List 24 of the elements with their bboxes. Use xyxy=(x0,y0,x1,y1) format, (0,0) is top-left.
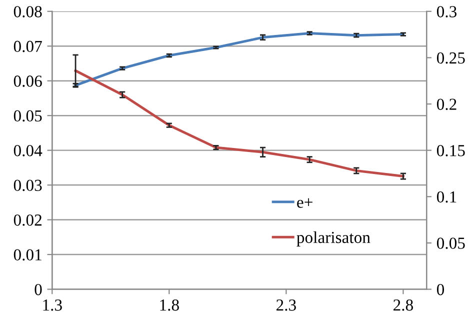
legend-label: e+ xyxy=(297,198,312,208)
line-series xyxy=(74,32,404,87)
y-tick-label: 0.07 xyxy=(14,40,42,52)
legend-label: polarisaton xyxy=(296,231,370,246)
y2-tick-label: 0 xyxy=(436,284,444,296)
y-tick-label: 0.04 xyxy=(14,145,42,156)
x-tick-label: 1.3 xyxy=(43,300,62,311)
y2-tick-label: 0.2 xyxy=(436,98,456,110)
y2-tick-label: 0.3 xyxy=(436,6,457,18)
y2-tick-label: 0.15 xyxy=(436,145,465,156)
x-tick-label: 2.8 xyxy=(394,299,413,311)
y2-tick-label: 0.25 xyxy=(436,52,465,64)
y-tick-label: 0.01 xyxy=(14,249,42,261)
line-series xyxy=(74,69,404,178)
y-tick-label: 0.02 xyxy=(14,214,42,226)
y-tick-label: 0.03 xyxy=(14,180,42,192)
y-tick-label: 0.08 xyxy=(14,6,42,18)
y-tick-label: 0.05 xyxy=(14,110,42,122)
y-tick-label: 0.06 xyxy=(14,76,42,87)
y-tick-label: 0 xyxy=(34,284,42,296)
x-tick-label: 2.3 xyxy=(276,300,296,311)
y2-tick-label: 0.05 xyxy=(436,238,465,249)
y2-tick-label: 0.1 xyxy=(436,191,456,203)
x-tick-label: 1.8 xyxy=(160,299,179,311)
